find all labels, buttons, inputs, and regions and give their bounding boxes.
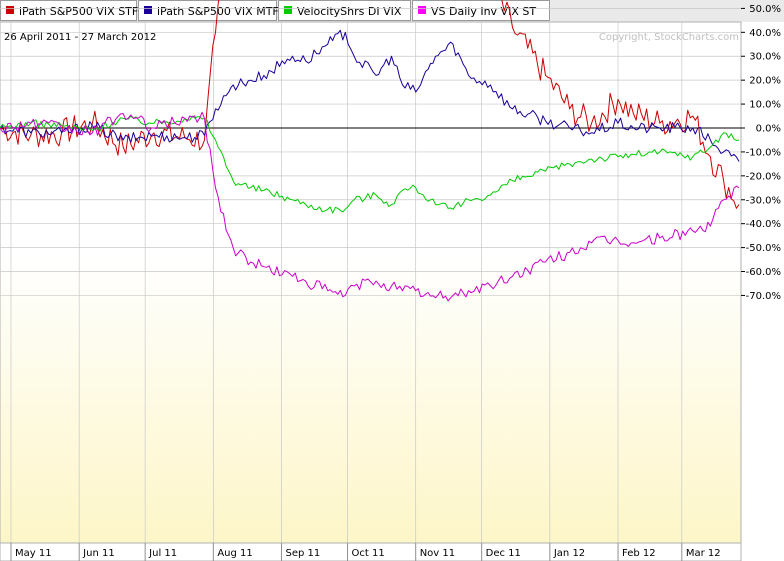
x-tick-label: Jul 11 — [148, 548, 177, 559]
x-axis-band — [0, 542, 742, 561]
y-tick-label: -40.0% — [746, 219, 781, 230]
legend-swatch — [144, 6, 152, 14]
x-tick-label: Oct 11 — [352, 548, 385, 559]
legend-tab — [278, 0, 411, 21]
y-tick-label: -10.0% — [746, 147, 781, 158]
y-tick-label: 40.0% — [749, 28, 781, 39]
legend-items: iPath S&P500 VIX STF iPath S&P500 VIX MTF… — [0, 0, 550, 21]
series-line — [0, 115, 740, 214]
x-tick-label: Nov 11 — [420, 548, 455, 559]
x-tick-label: Mar 12 — [686, 548, 721, 559]
x-tick-label: Feb 12 — [622, 548, 656, 559]
x-tick-label: Dec 11 — [486, 548, 521, 559]
series-lines — [0, 0, 740, 302]
legend-swatch — [6, 6, 14, 14]
date-range-label: 26 April 2011 - 27 March 2012 — [4, 32, 156, 43]
series-line — [0, 111, 740, 302]
series-line — [0, 29, 740, 162]
y-tick-label: -30.0% — [746, 195, 781, 206]
copyright-label: Copyright, StockCharts.com — [599, 32, 739, 43]
legend-item: VelocityShrs DI VIX — [278, 0, 411, 21]
legend-item: VS Daily Inv VIX ST — [412, 0, 550, 21]
y-tick-label: 10.0% — [749, 100, 781, 111]
legend-label: VS Daily Inv VIX ST — [431, 5, 536, 18]
x-axis: May 11 Jun 11 Jul 11 Aug 11 Sep 11 Oct 11 Nov … — [10, 543, 721, 561]
legend-tab — [412, 0, 550, 21]
x-tick-label: May 11 — [15, 548, 52, 559]
legend-tab — [138, 0, 277, 21]
legend-label: VelocityShrs DI VIX — [297, 5, 402, 18]
y-tick-label: -60.0% — [746, 267, 781, 278]
y-tick-label: -20.0% — [746, 171, 781, 182]
legend-swatch — [284, 6, 292, 14]
legend-label: iPath S&P500 VIX STF — [19, 5, 138, 18]
y-tick-label: -50.0% — [746, 243, 781, 254]
y-tick-label: -70.0% — [746, 291, 781, 302]
legend-item: iPath S&P500 VIX MTF — [138, 0, 279, 21]
x-tick-label: Jun 11 — [82, 548, 115, 559]
legend-tab — [0, 0, 137, 21]
x-tick-label: Jan 12 — [553, 548, 585, 559]
legend-swatch — [418, 6, 426, 14]
legend-item: iPath S&P500 VIX STF — [0, 0, 138, 21]
y-axis: 130.0%120.0%110.0%100.0%90.0%80.0%70.0%6… — [741, 4, 781, 302]
legend: iPath S&P500 VIX STF iPath S&P500 VIX MTF… — [0, 0, 784, 22]
grid-lines — [0, 8, 741, 543]
x-tick-label: Aug 11 — [217, 548, 252, 559]
y-tick-label: 20.0% — [749, 76, 781, 87]
y-tick-label: 0.0% — [756, 124, 781, 135]
y-tick-label: 30.0% — [749, 52, 781, 63]
plot-background — [0, 21, 742, 544]
x-tick-label: Sep 11 — [286, 548, 321, 559]
y-tick-label: 50.0% — [749, 4, 781, 15]
